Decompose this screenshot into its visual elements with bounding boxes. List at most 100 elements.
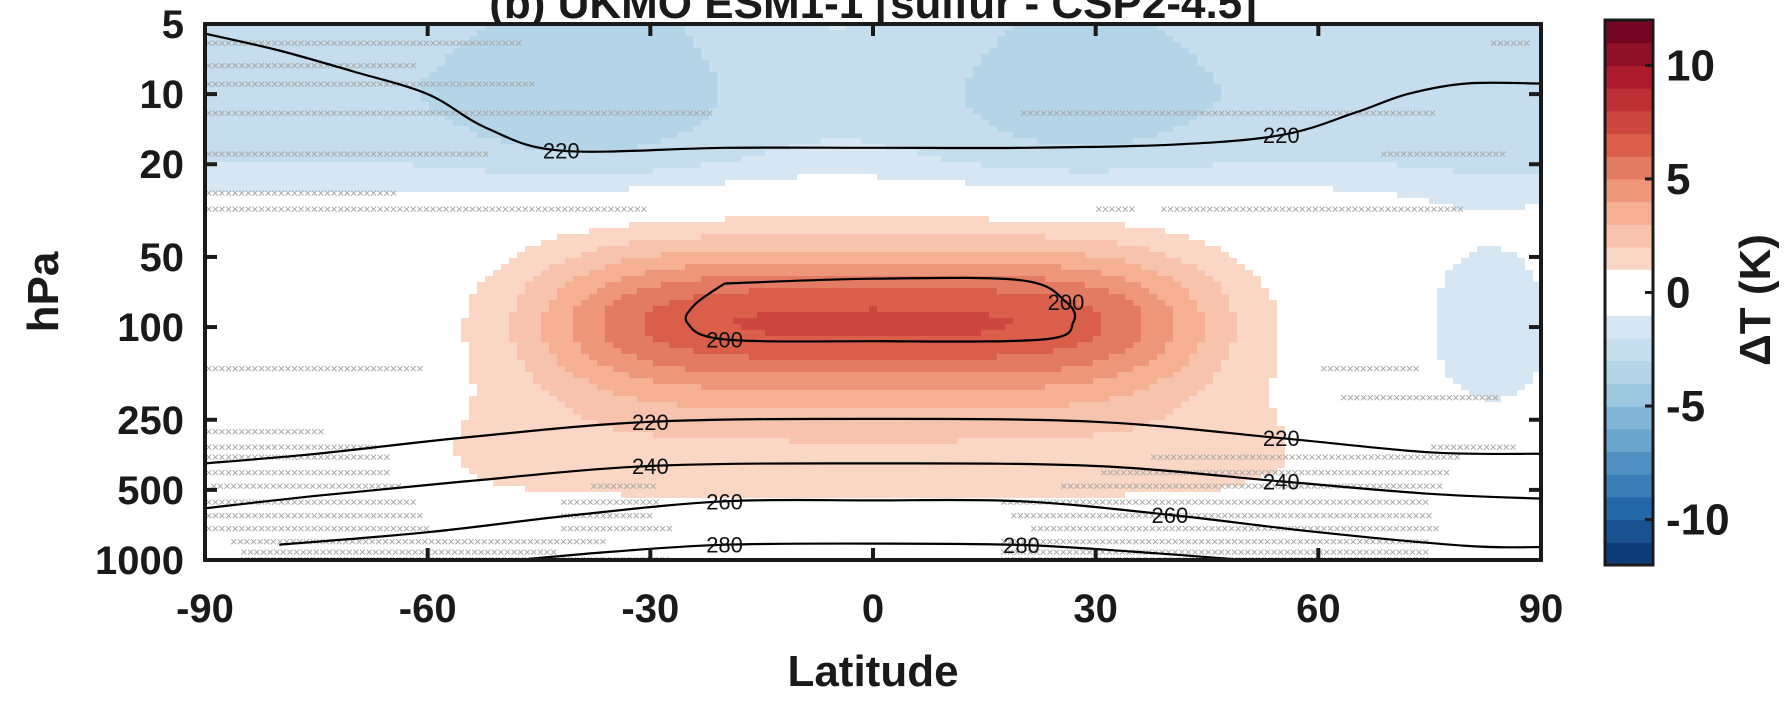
field-cell: [389, 96, 398, 103]
field-cell: [421, 114, 430, 121]
field-cell: [837, 186, 846, 193]
field-cell: [1037, 132, 1046, 139]
field-cell: [549, 198, 558, 205]
field-cell: [1149, 78, 1158, 85]
field-cell: [469, 138, 478, 145]
field-cell: [261, 102, 270, 109]
field-cell: [941, 60, 950, 67]
field-cell: [237, 168, 246, 175]
field-cell: [357, 114, 366, 121]
field-cell: [493, 90, 502, 97]
field-cell: [733, 30, 742, 37]
field-cell: [429, 156, 438, 163]
field-cell: [1029, 186, 1038, 193]
field-cell: [285, 180, 294, 187]
field-cell: [621, 90, 630, 97]
field-cell: [797, 192, 806, 199]
field-cell: [1453, 120, 1462, 127]
field-cell: [357, 36, 366, 43]
field-cell: [565, 180, 574, 187]
field-cell: [565, 126, 574, 133]
field-cell: [637, 156, 646, 163]
field-cell: [1365, 186, 1374, 193]
field-cell: [301, 72, 310, 79]
field-cell: [837, 36, 846, 43]
field-cell: [1117, 108, 1126, 115]
field-cell: [661, 24, 670, 31]
field-cell: [829, 156, 838, 163]
field-cell: [1045, 120, 1054, 127]
field-cell: [221, 192, 230, 199]
field-cell: [213, 36, 222, 43]
field-cell: [1277, 126, 1286, 133]
field-cell: [549, 102, 558, 109]
field-cell: [1261, 42, 1270, 49]
field-cell: [1325, 84, 1334, 91]
field-cell: [221, 174, 230, 181]
field-cell: [789, 90, 798, 97]
field-cell: [885, 60, 894, 67]
field-cell: [205, 72, 214, 79]
field-cell: [901, 186, 910, 193]
field-cell: [1309, 144, 1318, 151]
field-cell: [1029, 156, 1038, 163]
field-cell: [1149, 42, 1158, 49]
field-cell: [613, 138, 622, 145]
field-cell: [317, 96, 326, 103]
field-cell: [261, 144, 270, 151]
field-cell: [301, 126, 310, 133]
field-cell: [653, 30, 662, 37]
field-cell: [261, 132, 270, 139]
field-cell: [1013, 42, 1022, 49]
field-cell: [1381, 60, 1390, 67]
field-cell: [733, 114, 742, 121]
field-cell: [221, 138, 230, 145]
field-cell: [1061, 78, 1070, 85]
field-cell: [1053, 192, 1062, 199]
field-cell: [1405, 42, 1414, 49]
field-cell: [1293, 54, 1302, 61]
field-cell: [773, 42, 782, 49]
field-cell: [917, 180, 926, 187]
field-cell: [1077, 156, 1086, 163]
field-cell: [469, 36, 478, 43]
field-cell: [1101, 162, 1110, 169]
field-cell: [685, 72, 694, 79]
field-cell: [1005, 120, 1014, 127]
field-cell: [405, 198, 414, 205]
field-cell: [213, 48, 222, 55]
field-cell: [989, 186, 998, 193]
field-cell: [493, 78, 502, 85]
field-cell: [1189, 108, 1198, 115]
field-cell: [453, 174, 462, 181]
field-cell: [909, 84, 918, 91]
field-cell: [581, 120, 590, 127]
field-cell: [621, 60, 630, 67]
field-cell: [293, 48, 302, 55]
field-cell: [797, 96, 806, 103]
field-cell: [477, 30, 486, 37]
field-cell: [973, 120, 982, 127]
field-cell: [1365, 120, 1374, 127]
field-cell: [1021, 36, 1030, 43]
field-cell: [1069, 198, 1078, 205]
field-cell: [1477, 174, 1486, 181]
field-cell: [589, 138, 598, 145]
field-cell: [1005, 114, 1014, 121]
field-cell: [405, 120, 414, 127]
field-cell: [1221, 192, 1230, 199]
field-cell: [477, 162, 486, 169]
field-cell: [1221, 126, 1230, 133]
field-cell: [653, 102, 662, 109]
field-cell: [733, 150, 742, 157]
field-cell: [237, 186, 246, 193]
field-cell: [1213, 192, 1222, 199]
field-cell: [1293, 150, 1302, 157]
field-cell: [1293, 156, 1302, 163]
field-cell: [245, 180, 254, 187]
field-cell: [213, 24, 222, 31]
field-cell: [261, 66, 270, 73]
field-cell: [373, 114, 382, 121]
field-cell: [597, 60, 606, 67]
field-cell: [1533, 102, 1541, 109]
